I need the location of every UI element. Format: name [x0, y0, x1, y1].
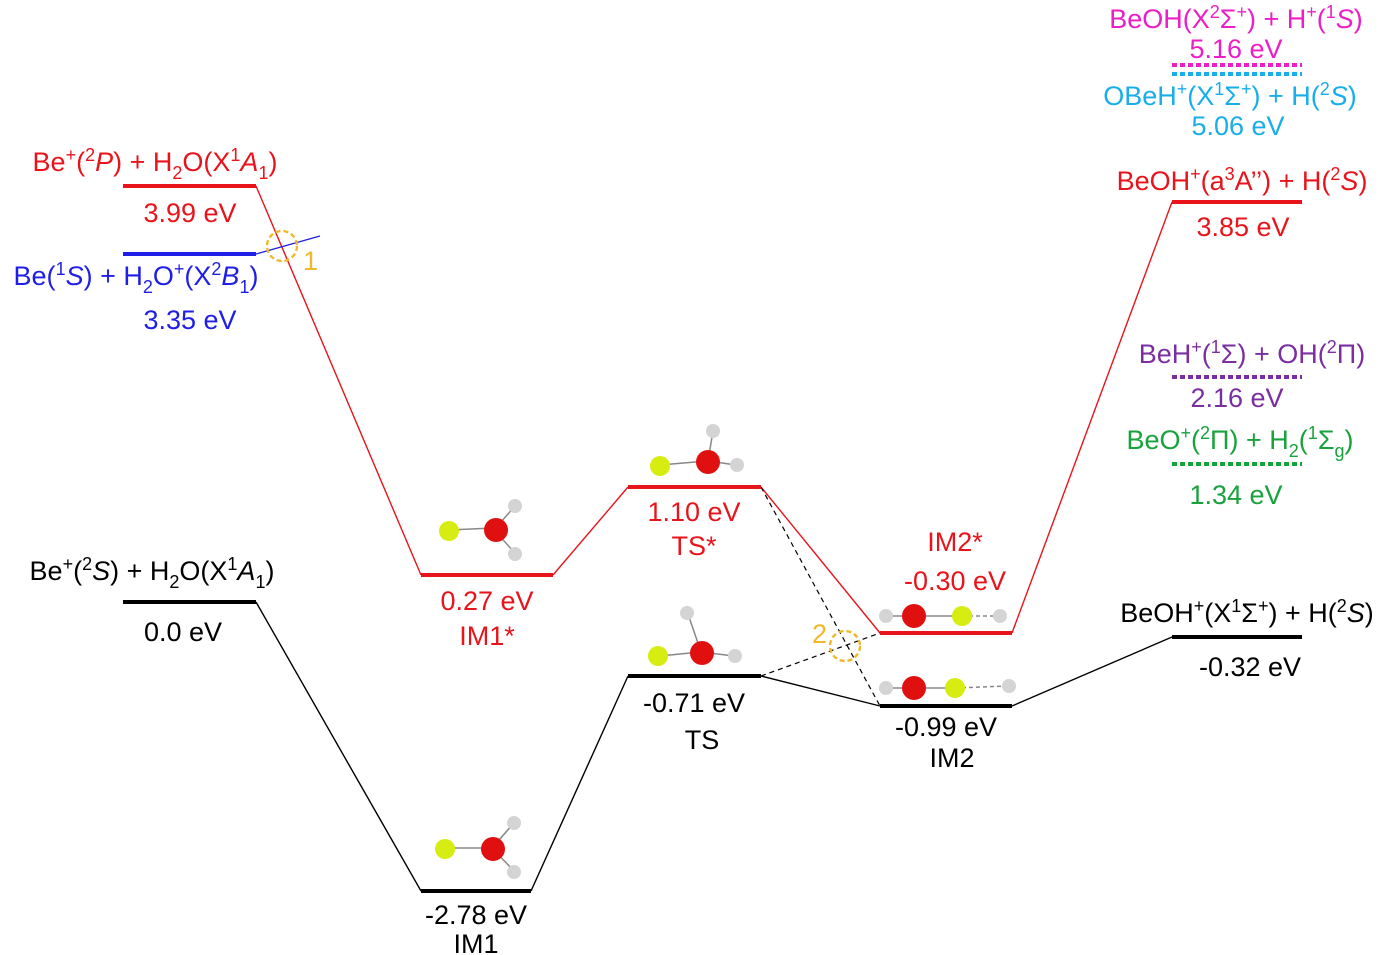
- hydrogen-atom-icon: [508, 499, 522, 513]
- species-label: BeH+(1Σ) + OH(2Π): [1139, 337, 1366, 369]
- hydrogen-atom-icon: [508, 547, 522, 561]
- hydrogen-atom-icon: [706, 424, 720, 438]
- connector-line: [760, 486, 881, 634]
- energy-label: -0.32 eV: [1199, 652, 1301, 682]
- beryllium-atom-icon: [650, 456, 670, 476]
- species-label: BeOH+(a3A’’) + H(2S): [1117, 164, 1368, 196]
- molecule-im2: [879, 676, 1016, 700]
- species-label: BeOH(X2Σ+) + H+(1S): [1109, 2, 1363, 34]
- oxygen-atom-icon: [902, 676, 926, 700]
- energy-label: -0.71 eV: [643, 688, 745, 718]
- crossing-label: 2: [812, 619, 827, 649]
- level-bar: [880, 631, 1012, 635]
- level-bar: [1172, 200, 1302, 204]
- molecule-ts: [648, 606, 742, 666]
- beryllium-atom-icon: [945, 678, 965, 698]
- connector-line: [760, 486, 881, 707]
- connector-line: [760, 675, 881, 707]
- energy-label: 1.10 eV: [647, 497, 740, 527]
- level-bar: [628, 674, 761, 678]
- state-name-label: IM1: [453, 929, 498, 955]
- beryllium-atom-icon: [648, 646, 668, 666]
- crossing-circle-icon: [265, 229, 299, 263]
- level-bar: [123, 600, 256, 604]
- molecule-im1-star: [439, 499, 522, 561]
- connector-line: [1011, 636, 1173, 707]
- level-bar: [628, 485, 761, 489]
- beryllium-atom-icon: [952, 606, 972, 626]
- oxygen-atom-icon: [696, 450, 720, 474]
- energy-label: 3.85 eV: [1196, 212, 1289, 242]
- excited-state-pathway: [255, 185, 1173, 634]
- hydrogen-atom-icon: [680, 606, 694, 620]
- energy-label: 5.06 eV: [1191, 111, 1284, 141]
- species-label: Be+(2S) + H2O(X1A1): [30, 554, 275, 592]
- state-name-label: IM1*: [459, 621, 515, 651]
- beryllium-atom-icon: [439, 521, 459, 541]
- energy-label: -0.30 eV: [904, 566, 1006, 596]
- species-label: Be+(2P) + H2O(X1A1): [33, 145, 278, 183]
- species-label: BeO+(2Π) + H2(1Σg): [1126, 423, 1353, 461]
- level-bar: [1172, 635, 1302, 639]
- molecule-ts-star: [650, 424, 744, 476]
- energy-label: 0.0 eV: [144, 617, 222, 647]
- oxygen-atom-icon: [902, 604, 926, 628]
- ground-state-pathway: [255, 601, 1173, 892]
- hydrogen-atom-icon: [993, 609, 1007, 623]
- hydrogen-atom-icon: [1002, 679, 1016, 693]
- species-label: BeOH+(X1Σ+) + H(2S): [1120, 596, 1374, 628]
- connector-line: [1011, 201, 1173, 634]
- state-name-label: TS: [685, 725, 720, 755]
- beryllium-atom-icon: [435, 839, 455, 859]
- energy-label: -2.78 eV: [425, 900, 527, 930]
- state-name-label: TS*: [671, 531, 717, 561]
- state-name-label: IM2: [929, 743, 974, 773]
- energy-label: -0.99 eV: [895, 712, 997, 742]
- crossing-circle-icon: [828, 629, 862, 663]
- hydrogen-atom-icon: [879, 681, 893, 695]
- oxygen-atom-icon: [690, 641, 714, 665]
- connector-line: [530, 675, 629, 892]
- hydrogen-atom-icon: [730, 458, 744, 472]
- energy-label: 3.35 eV: [143, 305, 236, 335]
- crossing-marker-2: 2: [812, 619, 862, 663]
- hydrogen-atom-icon: [879, 609, 893, 623]
- hydrogen-atom-icon: [728, 649, 742, 663]
- energy-label: 1.34 eV: [1189, 480, 1282, 510]
- crossing-label: 1: [303, 246, 318, 276]
- level-bar: [421, 573, 553, 577]
- species-label: OBeH+(X1Σ+) + H(2S): [1103, 79, 1357, 111]
- level-bar: [421, 889, 531, 893]
- connector-line: [255, 601, 422, 892]
- crossing-marker-1: 1: [265, 229, 318, 276]
- energy-label: 3.99 eV: [143, 198, 236, 228]
- oxygen-atom-icon: [484, 518, 508, 542]
- molecule-im1: [435, 816, 521, 879]
- level-bar: [123, 252, 256, 256]
- energy-label: 5.16 eV: [1189, 34, 1282, 64]
- connector-line: [552, 486, 629, 576]
- connector-line: [760, 632, 881, 677]
- connector-line: [255, 185, 422, 576]
- level-bar: [123, 184, 256, 188]
- energy-label: 0.27 eV: [440, 586, 533, 616]
- level-bar: [880, 704, 1012, 708]
- oxygen-atom-icon: [481, 837, 505, 861]
- state-name-label: IM2*: [927, 527, 983, 557]
- species-label: Be(1S) + H2O+(X2B1): [14, 259, 259, 297]
- hydrogen-atom-icon: [507, 865, 521, 879]
- hydrogen-atom-icon: [507, 816, 521, 830]
- energy-label: 2.16 eV: [1190, 383, 1283, 413]
- dashed-crossing-lines: [760, 486, 881, 707]
- molecule-im2-star: [879, 604, 1007, 628]
